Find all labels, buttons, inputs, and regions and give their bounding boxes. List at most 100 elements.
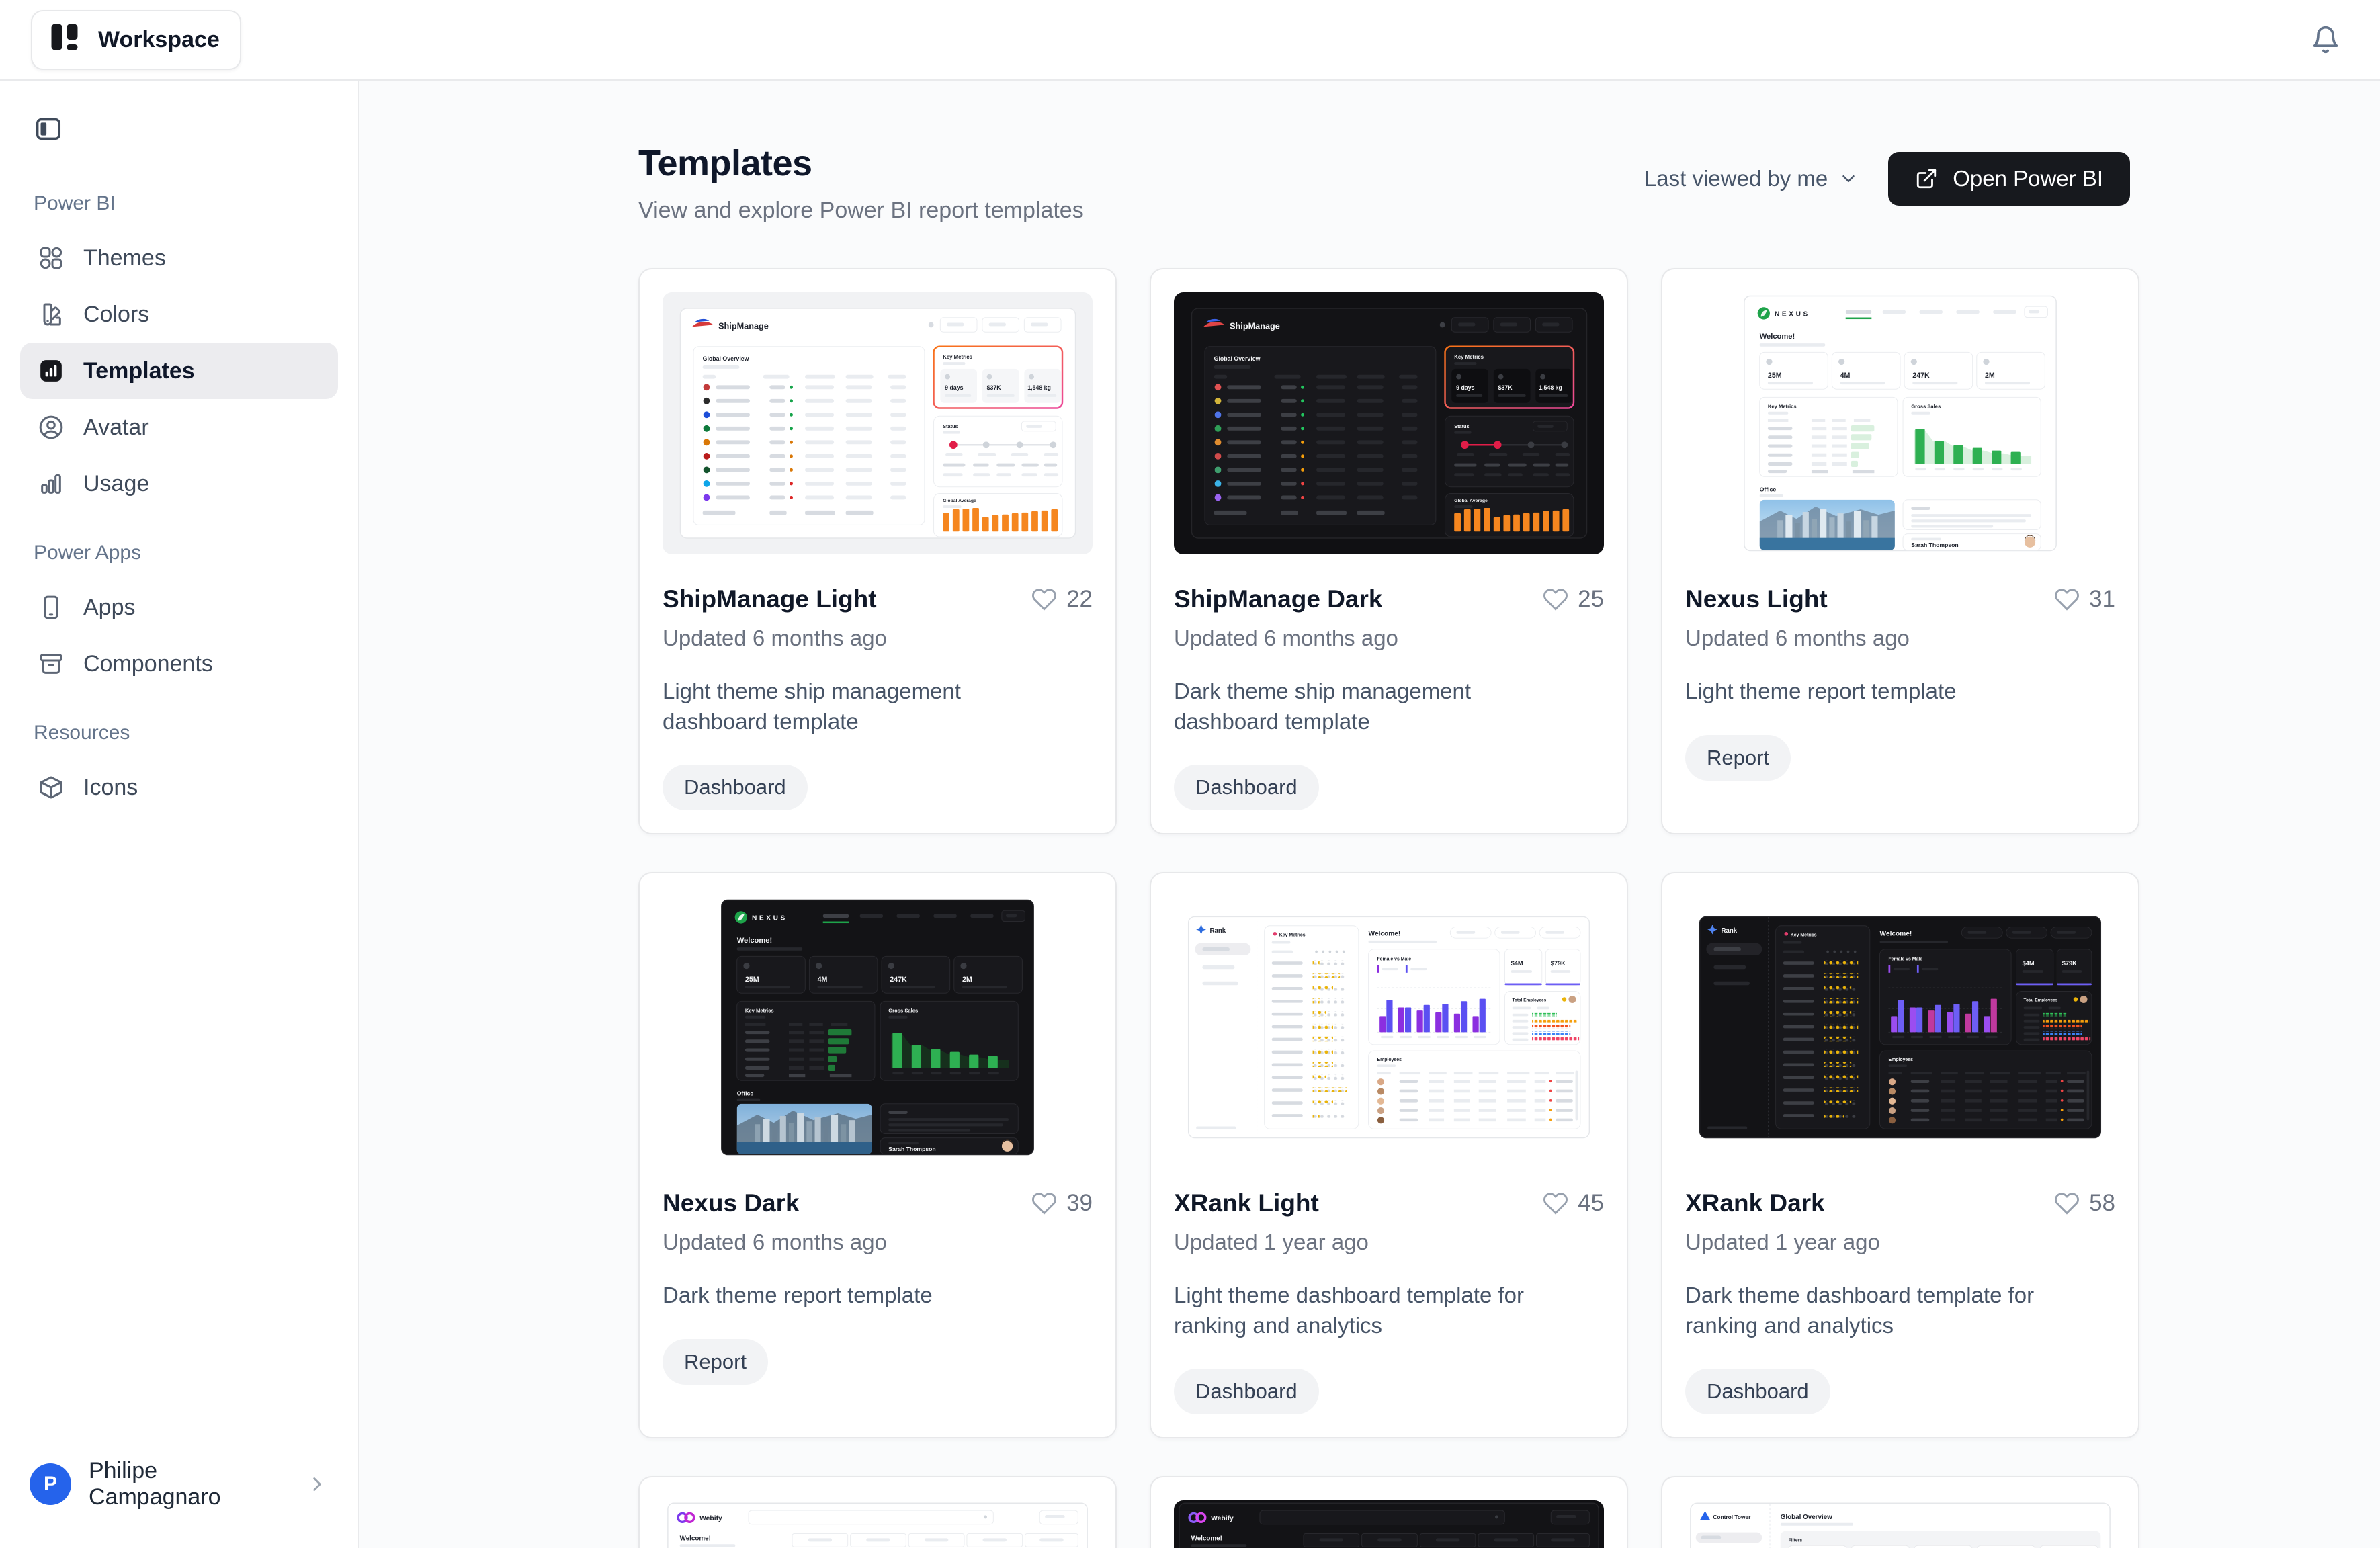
svg-text:Office: Office xyxy=(1760,486,1777,493)
bar-chart-icon xyxy=(38,470,65,497)
svg-text:Webify: Webify xyxy=(1211,1515,1234,1522)
template-card-xrank-dark[interactable]: Rank Key Metrics xyxy=(1661,872,2139,1439)
section-label-resources: Resources xyxy=(34,722,130,744)
svg-text:Key Metrics: Key Metrics xyxy=(745,1008,774,1014)
archive-box-icon xyxy=(38,650,65,677)
svg-text:25M: 25M xyxy=(1768,372,1782,380)
card-updated: Updated 6 months ago xyxy=(663,1230,887,1255)
svg-text:Key Metrics: Key Metrics xyxy=(1768,404,1797,410)
svg-text:$79K: $79K xyxy=(2062,960,2077,967)
top-bar: Workspace xyxy=(0,0,2380,81)
card-updated: Updated 6 months ago xyxy=(663,626,887,650)
template-card-shipmanage-light[interactable]: ShipManage Global Overview xyxy=(638,268,1117,835)
like-button[interactable]: 45 xyxy=(1543,1190,1604,1217)
sidebar-item-apps[interactable]: Apps xyxy=(20,579,338,636)
svg-text:ShipManage: ShipManage xyxy=(718,321,769,331)
chevron-right-icon xyxy=(313,1477,321,1491)
svg-text:Control Tower: Control Tower xyxy=(1713,1514,1751,1520)
svg-text:Sarah Thompson: Sarah Thompson xyxy=(888,1146,935,1152)
nexus-light-thumbnail-image: NEXUS Welcome! 25M 4M 247K 2M xyxy=(1744,295,2057,552)
template-card-nexus-light[interactable]: NEXUS Welcome! 25M 4M 247K 2M xyxy=(1661,268,2139,835)
card-description: Dark theme report template xyxy=(663,1283,933,1308)
template-card-webify-light[interactable]: Webify Welcome! Profit xyxy=(638,1476,1117,1548)
nexus-dark-thumbnail: NEXUS Welcome! 25M 4M 247K 2M xyxy=(663,896,1093,1158)
user-menu[interactable]: P Philipe Campagnaro xyxy=(20,1451,338,1517)
webify-light-thumbnail-image: Webify Welcome! Profit xyxy=(667,1502,1088,1548)
template-card-webify-dark[interactable]: Webify Welcome! Profit xyxy=(1150,1476,1628,1548)
card-title: Nexus Dark xyxy=(663,1189,800,1217)
template-card-control-tower[interactable]: Control Tower Global Overview Filters $3… xyxy=(1661,1476,2139,1548)
template-card-nexus-dark[interactable]: NEXUS Welcome! 25M 4M 247K 2M xyxy=(638,872,1117,1439)
xrank-light-thumbnail-image: Rank Key Metrics xyxy=(1187,916,1590,1139)
svg-text:Female vs Male: Female vs Male xyxy=(1888,957,1922,961)
page-title: Templates xyxy=(638,143,812,183)
card-updated: Updated 6 months ago xyxy=(1174,626,1398,650)
sidebar-item-icons[interactable]: Icons xyxy=(20,759,338,816)
card-title: ShipManage Dark xyxy=(1174,585,1383,613)
sidebar-item-themes[interactable]: Themes xyxy=(20,230,338,286)
templates-chart-icon xyxy=(38,357,65,384)
sidebar-item-colors[interactable]: Colors xyxy=(20,286,338,343)
smartphone-icon xyxy=(38,594,65,621)
like-button[interactable]: 22 xyxy=(1031,586,1093,613)
svg-text:$4M: $4M xyxy=(1511,960,1523,967)
templates-grid: ShipManage Global Overview xyxy=(638,268,2139,1548)
card-description: Dark theme ship management dashboard tem… xyxy=(1174,679,1472,734)
svg-text:Employees: Employees xyxy=(1377,1058,1402,1062)
svg-text:Global Overview: Global Overview xyxy=(1781,1514,1832,1521)
webify-dark-thumbnail-image: Webify Welcome! Profit xyxy=(1179,1502,1599,1548)
card-description: Light theme dashboard template for ranki… xyxy=(1174,1283,1524,1338)
nexus-light-thumbnail: NEXUS Welcome! 25M 4M 247K 2M xyxy=(1685,292,2115,554)
like-button[interactable]: 58 xyxy=(2054,1190,2115,1217)
svg-text:NEXUS: NEXUS xyxy=(1775,310,1810,318)
workspace-label: Workspace xyxy=(98,26,220,52)
webify-dark-thumbnail: Webify Welcome! Profit xyxy=(1174,1500,1604,1548)
open-powerbi-button[interactable]: Open Power BI xyxy=(1888,152,2130,206)
chevron-down-icon xyxy=(1842,175,1855,182)
svg-text:Global Average: Global Average xyxy=(1454,499,1488,503)
like-button[interactable]: 39 xyxy=(1031,1190,1093,1217)
svg-text:$37K: $37K xyxy=(1498,384,1513,391)
svg-text:247K: 247K xyxy=(890,976,907,984)
svg-text:Key Metrics: Key Metrics xyxy=(1279,933,1306,938)
sidebar-item-usage[interactable]: Usage xyxy=(20,456,338,512)
svg-text:Status: Status xyxy=(943,423,958,429)
svg-text:Gross Sales: Gross Sales xyxy=(1911,404,1941,410)
template-card-xrank-light[interactable]: Rank Key Metrics xyxy=(1150,872,1628,1439)
webify-light-th umbnail: Webify Welcome! Profit xyxy=(663,1500,1093,1548)
sidebar-item-avatar[interactable]: Avatar xyxy=(20,399,338,456)
xrank-light-thumbnail: Rank Key Metrics xyxy=(1174,896,1604,1158)
svg-text:Total Employees: Total Employees xyxy=(2024,998,2058,1002)
heart-icon xyxy=(2055,589,2080,611)
card-description: Dark theme dashboard template for rankin… xyxy=(1685,1283,2035,1338)
sort-dropdown[interactable]: Last viewed by me xyxy=(1644,166,1859,191)
sidebar-item-components[interactable]: Components xyxy=(20,636,338,692)
svg-text:Global Overview: Global Overview xyxy=(702,355,749,362)
card-updated: Updated 1 year ago xyxy=(1174,1230,1369,1255)
shipmanage-dark-thumbnail-image: ShipManage Global Overview xyxy=(1191,308,1587,539)
svg-text:25M: 25M xyxy=(745,976,759,984)
sidebar-item-templates[interactable]: Templates xyxy=(20,343,338,399)
svg-text:Rank: Rank xyxy=(1721,927,1737,935)
svg-text:9 days: 9 days xyxy=(1456,384,1474,391)
section-label-powerapps: Power Apps xyxy=(34,542,142,564)
notifications-button[interactable] xyxy=(2302,16,2349,63)
main-content: Templates View and explore Power BI repo… xyxy=(359,81,2380,1548)
card-tag: Dashboard xyxy=(663,765,808,811)
svg-text:Welcome!: Welcome! xyxy=(737,937,773,945)
svg-text:Gross Sales: Gross Sales xyxy=(888,1008,918,1014)
like-button[interactable]: 31 xyxy=(2054,586,2115,613)
xrank-dark-thumbnail: Rank Key Metrics xyxy=(1685,896,2115,1158)
shipmanage-dark-thumbnail: ShipManage Global Overview xyxy=(1174,292,1604,554)
user-avatar: P xyxy=(30,1463,71,1505)
like-button[interactable]: 25 xyxy=(1543,586,1604,613)
sidebar-toggle-button[interactable] xyxy=(24,105,73,153)
section-label-powerbi: Power BI xyxy=(34,192,116,214)
template-card-shipmanage-dark[interactable]: ShipManage Global Overview xyxy=(1150,268,1628,835)
control-tower-thumbnail: Control Tower Global Overview Filters $3… xyxy=(1685,1500,2115,1548)
svg-text:ShipManage: ShipManage xyxy=(1230,321,1280,331)
workspace-button[interactable]: Workspace xyxy=(31,9,241,70)
card-description: Light theme report template xyxy=(1685,679,1957,703)
card-title: ShipManage Light xyxy=(663,585,877,613)
xrank-dark-thumbnail-image: Rank Key Metrics xyxy=(1699,916,2102,1139)
